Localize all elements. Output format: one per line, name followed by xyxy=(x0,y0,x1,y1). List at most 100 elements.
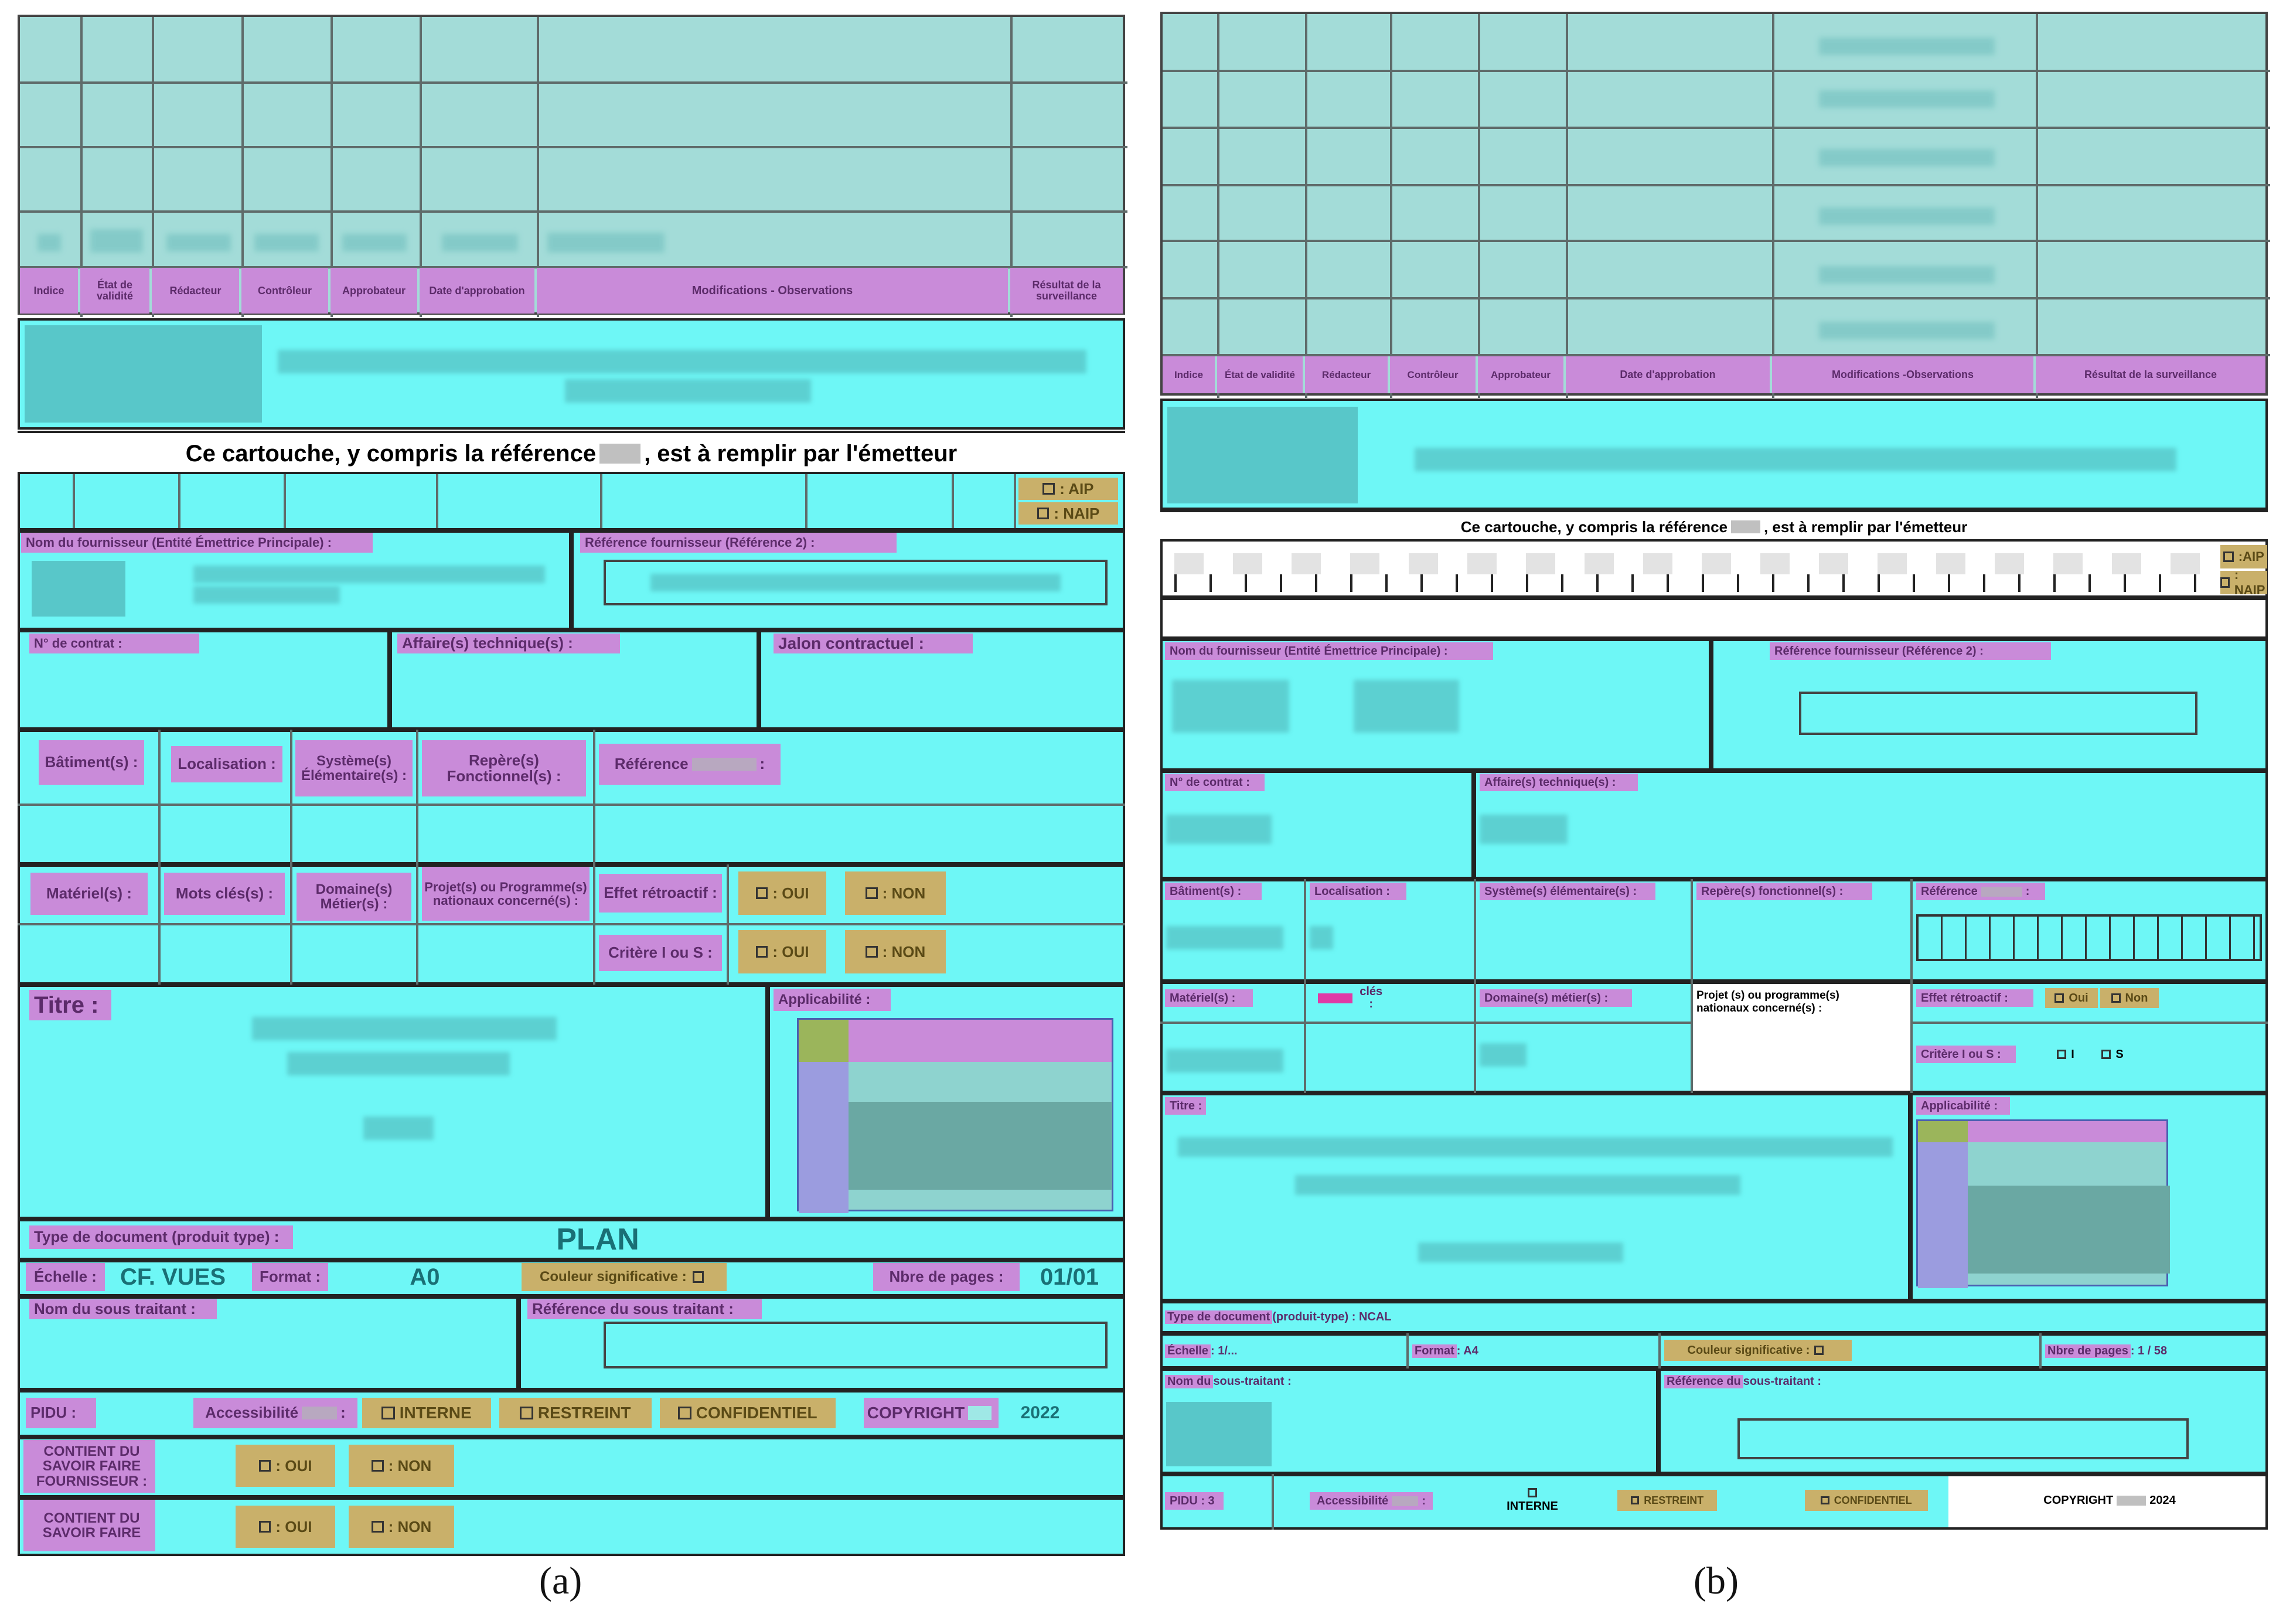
echelle-label: Échelle : 1/... xyxy=(1165,1341,1341,1361)
savoir-row xyxy=(18,1497,1125,1556)
rev-header-modifications: Modifications - Observations xyxy=(537,268,1008,314)
naip-checkbox[interactable]: : NAIP xyxy=(2220,567,2267,597)
couleur-checkbox[interactable]: Couleur significative : xyxy=(1664,1340,1852,1361)
critere-label: Critère I ou S : xyxy=(599,935,722,971)
rev-header-resultat: Résultat de la surveillance xyxy=(1010,268,1123,314)
format-label: Format : A4 xyxy=(1412,1341,1588,1361)
savoir-fournisseur-oui[interactable]: : OUI xyxy=(236,1445,335,1487)
pidu-label: PIDU : 3 xyxy=(1165,1492,1224,1510)
savoir-fournisseur-non[interactable]: : NON xyxy=(349,1445,454,1487)
copyright-label: COPYRIGHT 2024 xyxy=(2043,1493,2176,1507)
format-value: A0 xyxy=(410,1264,440,1290)
naip-checkbox[interactable]: : NAIP xyxy=(1018,502,1118,525)
sous-traitant-label: Nom du sous-traitant : xyxy=(1165,1373,1399,1390)
accessibilite-label: Accessibilité: xyxy=(1310,1492,1433,1510)
reference-grid[interactable] xyxy=(1916,914,2262,961)
rev-header-resultat: Résultat de la surveillance xyxy=(2036,356,2265,393)
rev-header-controleur: Contrôleur xyxy=(241,268,328,314)
batiments-label: Bâtiment(s) : xyxy=(39,740,144,785)
accessibilite-label: Accessibilité: xyxy=(193,1398,357,1428)
rev-header-modifications: Modifications -Observations xyxy=(1772,356,2033,393)
applicabilite-grid xyxy=(797,1018,1113,1213)
savoir-fournisseur-row xyxy=(18,1437,1125,1497)
systemes-label: Système(s) Élémentaire(s) : xyxy=(295,740,413,796)
caption-a: (a) xyxy=(539,1560,582,1602)
rev-header-controleur: Contrôleur xyxy=(1390,356,1476,393)
applicabilite-label: Applicabilité : xyxy=(1916,1097,2010,1115)
supplier-label: Nom du fournisseur (Entité Émettrice Pri… xyxy=(21,533,373,553)
jalon-label: Jalon contractuel : xyxy=(774,634,973,653)
interne-checkbox[interactable]: INTERNE xyxy=(362,1398,491,1428)
copyright-year: 2022 xyxy=(1020,1403,1060,1422)
rev-header-approbateur: Approbateur xyxy=(1478,356,1563,393)
echelle-label: Échelle : xyxy=(26,1263,105,1291)
sous-traitant-label: Nom du sous traitant : xyxy=(29,1299,217,1319)
effet-label: Effet rétroactif : xyxy=(1916,989,2033,1007)
localisation-label: Localisation : xyxy=(1310,883,1406,900)
format-label: Format : xyxy=(252,1263,328,1291)
cartouche-a: Indice État de validité Rédacteur Contrô… xyxy=(18,15,1127,1556)
aip-checkbox[interactable]: :AIP xyxy=(2220,545,2267,568)
type-doc-row xyxy=(1160,1301,2268,1333)
critere-oui-checkbox[interactable]: : OUI xyxy=(738,930,826,973)
reference-label: Référence: xyxy=(599,744,781,785)
savoir-non[interactable]: : NON xyxy=(349,1506,454,1548)
supplier-ref-label: Référence fournisseur (Référence 2) : xyxy=(580,533,897,553)
supplier-ref-box[interactable] xyxy=(604,560,1108,605)
ref-sous-traitant-box[interactable] xyxy=(1737,1418,2189,1459)
titre-label: Titre : xyxy=(1165,1097,1206,1115)
projets-label: Projet(s) ou Programme(s) nationaux conc… xyxy=(422,867,590,921)
rev-header-indice: Indice xyxy=(20,268,78,314)
couleur-checkbox[interactable]: Couleur significative : xyxy=(522,1263,727,1291)
contract-label: N° de contrat : xyxy=(1165,774,1265,791)
echelle-value: CF. VUES xyxy=(120,1264,226,1290)
effet-oui-checkbox[interactable]: : OUI xyxy=(738,871,826,915)
title-block xyxy=(18,318,1125,430)
supplier-logo xyxy=(32,561,125,617)
savoir-oui[interactable]: : OUI xyxy=(236,1506,335,1548)
nbre-pages-label: Nbre de pages : 1 / 58 xyxy=(2045,1341,2233,1361)
supplier-label: Nom du fournisseur (Entité Émettrice Pri… xyxy=(1165,642,1493,660)
caption-b: (b) xyxy=(1694,1560,1739,1602)
sous-traitant-logo xyxy=(1166,1402,1272,1466)
supplier-ref-cell xyxy=(1711,639,2268,771)
type-doc-value: PLAN xyxy=(556,1223,639,1257)
effet-non-checkbox[interactable]: Non xyxy=(2100,988,2159,1008)
savoir-label: CONTIENT DU SAVOIR FAIRE xyxy=(23,1500,155,1551)
confidentiel-checkbox[interactable]: CONFIDENTIEL xyxy=(1805,1490,1928,1511)
confidentiel-checkbox[interactable]: CONFIDENTIEL xyxy=(660,1398,836,1428)
restreint-checkbox[interactable]: RESTREINT xyxy=(499,1398,652,1428)
cartouche-b: Indice État de validité Rédacteur Contrô… xyxy=(1160,12,2270,1530)
critere-non-checkbox[interactable]: : NON xyxy=(845,930,946,973)
aip-checkbox[interactable]: : AIP xyxy=(1018,478,1118,500)
emitter-note: Ce cartouche, y compris la référence , e… xyxy=(1160,510,2268,544)
materiels-label: Matériel(s) : xyxy=(30,873,148,915)
ref-sous-traitant-box[interactable] xyxy=(604,1322,1108,1368)
savoir-fournisseur-label: CONTIENT DU SAVOIR FAIRE FOURNISSEUR : xyxy=(23,1440,155,1493)
systemes-label: Système(s) élémentaire(s) : xyxy=(1480,883,1655,900)
applicabilite-label: Applicabilité : xyxy=(774,989,891,1011)
effet-oui-checkbox[interactable]: Oui xyxy=(2045,988,2098,1008)
materiels-label: Matériel(s) : xyxy=(1165,989,1253,1007)
effet-non-checkbox[interactable]: : NON xyxy=(845,871,946,915)
applicabilite-grid xyxy=(1916,1119,2170,1288)
domaines-label: Domaine(s) métier(s) : xyxy=(1480,989,1632,1007)
reference-strip: :AIP : NAIP xyxy=(1160,539,2268,598)
reperes-label: Repère(s) fonctionnel(s) : xyxy=(1696,883,1872,900)
emitter-note: Ce cartouche, y compris la référence , e… xyxy=(18,431,1125,476)
titre-cell xyxy=(1160,1093,1910,1301)
restreint-checkbox[interactable]: RESTREINT xyxy=(1617,1490,1717,1511)
contract-label: N° de contrat : xyxy=(29,634,199,653)
ref-sous-traitant-label: Référence du sous-traitant : xyxy=(1664,1373,1899,1390)
rev-header-redacteur: Rédacteur xyxy=(152,268,239,314)
revision-table xyxy=(1160,12,2270,398)
interne-checkbox[interactable]: INTERNE xyxy=(1494,1480,1570,1521)
critere-i-checkbox[interactable]: I xyxy=(2045,1043,2086,1065)
titre-label: Titre : xyxy=(29,990,111,1020)
copyright-cell xyxy=(1948,1476,2265,1527)
critere-s-checkbox[interactable]: S xyxy=(2092,1043,2133,1065)
supplier-ref-box[interactable] xyxy=(1799,692,2197,735)
rev-header-date: Date d'approbation xyxy=(420,268,534,314)
projets-label: Projet (s) ou programme(s) nationaux con… xyxy=(1696,989,1839,1014)
projets-cell xyxy=(1693,984,1910,1091)
